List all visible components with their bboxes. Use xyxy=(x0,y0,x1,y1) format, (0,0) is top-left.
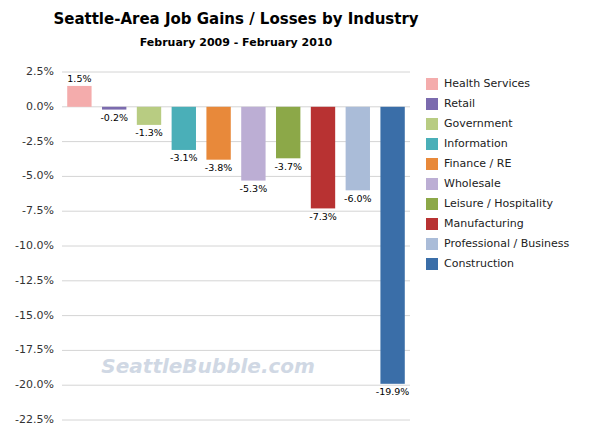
y-tick-label: -17.5% xyxy=(15,343,54,356)
data-label: -19.9% xyxy=(376,386,410,397)
subtitle: February 2009 - February 2010 xyxy=(140,36,333,49)
grid-line xyxy=(62,315,410,316)
y-tick-label: 0.0% xyxy=(26,100,54,113)
data-label: -3.1% xyxy=(170,152,198,163)
data-label: -1.3% xyxy=(135,127,163,138)
y-tick-label: -2.5% xyxy=(22,135,54,148)
watermark: SeattleBubble.com xyxy=(101,354,315,378)
bar xyxy=(346,107,370,191)
y-tick-label: -12.5% xyxy=(15,274,54,287)
legend-label: Leisure / Hospitality xyxy=(444,197,553,210)
bar xyxy=(172,107,196,150)
y-tick-label: -5.0% xyxy=(22,169,54,182)
y-tick-label: -20.0% xyxy=(15,378,54,391)
data-label: -3.7% xyxy=(274,161,302,172)
legend-label: Information xyxy=(444,137,508,150)
legend-swatch xyxy=(426,98,438,110)
bar xyxy=(276,107,300,159)
data-label: -3.8% xyxy=(205,162,233,173)
bar xyxy=(206,107,230,160)
data-label: -0.2% xyxy=(100,112,128,123)
grid-line xyxy=(62,420,410,421)
grid-line xyxy=(62,280,410,281)
legend-label: Retail xyxy=(444,97,475,110)
y-tick-label: 2.5% xyxy=(26,65,54,78)
bar xyxy=(241,107,265,181)
grid-line xyxy=(62,350,410,351)
legend-label: Wholesale xyxy=(444,177,501,190)
legend-label: Manufacturing xyxy=(444,217,524,230)
legend-swatch xyxy=(426,178,438,190)
grid-line xyxy=(62,246,410,247)
y-tick-label: -22.5% xyxy=(15,413,54,426)
legend-label: Government xyxy=(444,117,513,130)
grid-line xyxy=(62,385,410,386)
legend-swatch xyxy=(426,118,438,130)
y-tick-label: -7.5% xyxy=(22,204,54,217)
legend-swatch xyxy=(426,238,438,250)
bars xyxy=(67,86,405,384)
bar xyxy=(311,107,335,209)
legend-swatch xyxy=(426,258,438,270)
legend: Health Services Retail Government Informati… xyxy=(426,77,570,270)
chart-container: Seattle-Area Job Gains / Losses by Indus… xyxy=(0,0,600,434)
bar xyxy=(380,107,404,384)
legend-swatch xyxy=(426,218,438,230)
data-label: -7.3% xyxy=(309,211,337,222)
background xyxy=(0,0,600,434)
data-label: 1.5% xyxy=(67,73,91,84)
legend-swatch xyxy=(426,198,438,210)
legend-label: Construction xyxy=(444,257,514,270)
chart-svg: Seattle-Area Job Gains / Losses by Indus… xyxy=(0,0,600,434)
data-label: -6.0% xyxy=(344,193,372,204)
legend-label: Professional / Business xyxy=(444,237,570,250)
legend-label: Finance / RE xyxy=(444,157,511,170)
legend-swatch xyxy=(426,158,438,170)
title: Seattle-Area Job Gains / Losses by Indus… xyxy=(53,10,418,28)
legend-swatch xyxy=(426,138,438,150)
y-tick-label: -15.0% xyxy=(15,309,54,322)
grid-line xyxy=(62,72,410,73)
grid xyxy=(62,72,410,420)
data-label: -5.3% xyxy=(240,183,268,194)
grid-line xyxy=(62,211,410,212)
bar xyxy=(67,86,91,107)
bar xyxy=(102,107,126,110)
legend-label: Health Services xyxy=(444,77,530,90)
legend-swatch xyxy=(426,78,438,90)
bar xyxy=(137,107,161,125)
y-tick-label: -10.0% xyxy=(15,239,54,252)
